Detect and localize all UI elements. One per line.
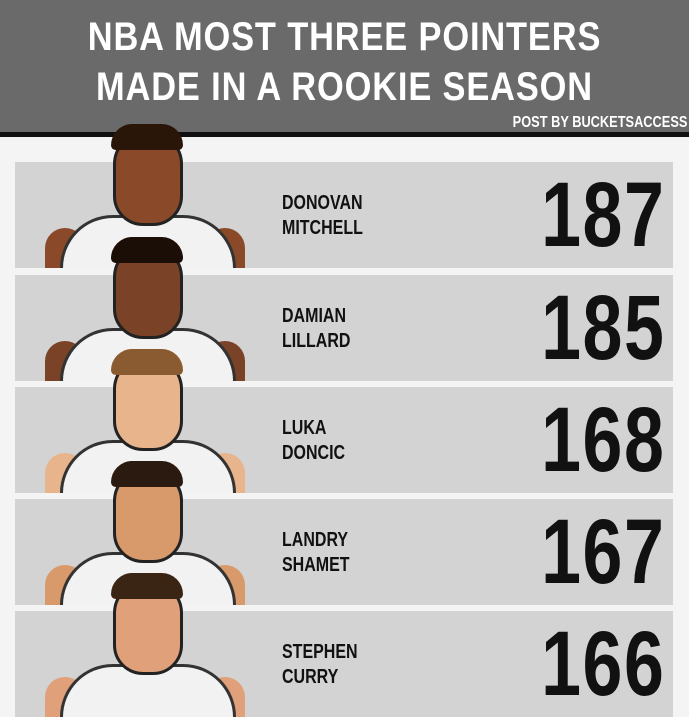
hair xyxy=(111,461,183,487)
player-avatar xyxy=(45,567,245,717)
player-avatar xyxy=(45,118,245,268)
hair xyxy=(111,573,183,599)
player-row: STEPHEN CURRY 166 xyxy=(15,573,673,717)
player-first-name: LANDRY xyxy=(282,529,349,551)
player-first-name: STEPHEN xyxy=(282,641,358,663)
player-first-name: DAMIAN xyxy=(282,305,346,327)
player-last-name: MITCHELL xyxy=(282,217,363,239)
player-first-name: LUKA xyxy=(282,417,327,439)
hair xyxy=(111,124,183,150)
player-last-name: SHAMET xyxy=(282,554,350,576)
player-last-name: DONCIC xyxy=(282,442,346,464)
credit: POST BY BUCKETSACCESS xyxy=(512,114,687,131)
player-last-name: LILLARD xyxy=(282,330,351,352)
three-pointers-value: 187 xyxy=(540,164,665,266)
three-pointers-value: 168 xyxy=(540,389,665,491)
player-row: DONOVAN MITCHELL 187 xyxy=(15,124,673,268)
hair xyxy=(111,237,183,263)
player-first-name: DONOVAN xyxy=(282,192,363,214)
title-line-2: MADE IN A ROOKIE SEASON xyxy=(96,65,593,109)
three-pointers-value: 166 xyxy=(540,613,665,715)
title-line-1: NBA MOST THREE POINTERS xyxy=(87,15,602,59)
three-pointers-value: 185 xyxy=(540,277,665,379)
header: NBA MOST THREE POINTERS MADE IN A ROOKIE… xyxy=(0,0,689,137)
player-last-name: CURRY xyxy=(282,666,339,688)
three-pointers-value: 167 xyxy=(540,501,665,603)
hair xyxy=(111,349,183,375)
